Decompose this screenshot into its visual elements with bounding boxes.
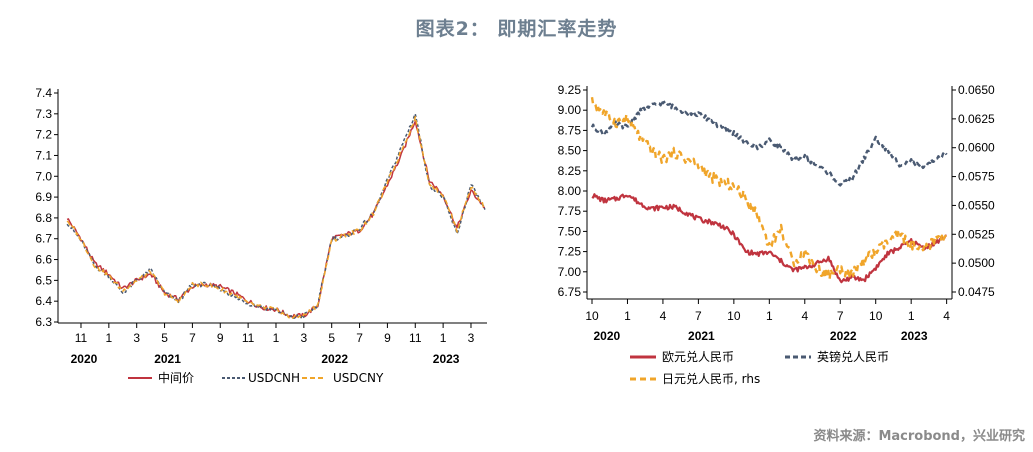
c1-ytick-label: 7.0 [35,169,52,183]
c2-y2tick-label: 0.0525 [958,227,995,241]
c2-ytick-label: 9.00 [558,103,582,117]
c2-xtick-label: 10 [869,309,883,323]
c1-ytick-label: 6.3 [35,315,52,329]
c1-xtick-label: 5 [328,331,335,345]
c1-xtick-label: 3 [133,331,140,345]
c2-xtick-label: 4 [660,309,667,323]
c2-xtick-label: 1 [766,309,773,323]
c1-xtick-label: 9 [384,331,391,345]
c2-series-line-1 [591,193,947,284]
c2-y2tick-label: 0.0550 [958,198,995,212]
c2-y2tick-label: 0.0500 [958,256,995,270]
c2-y2tick-label: 0.0600 [958,141,995,155]
c2-y2tick-label: 0.0575 [958,170,995,184]
c1-year-label: 2020 [71,352,98,366]
c1-legend-label: USDCNH [248,371,300,385]
c2-y2tick-label: 0.0625 [958,112,995,126]
c1-ytick-label: 6.6 [35,253,52,267]
c2-legend-label: 日元兑人民币, rhs [662,372,760,386]
c2-xtick-label: 1 [624,309,631,323]
c1-xtick-label: 1 [273,331,280,345]
c1-year-label: 2022 [321,352,348,366]
c1-xtick-label: 11 [242,331,255,345]
c2-xtick-label: 4 [801,309,808,323]
c1-ytick-label: 7.3 [35,107,52,121]
c1-xtick-label: 5 [161,331,168,345]
source-note: 资料来源：Macrobond，兴业研究 [813,429,1025,444]
c1-xtick-label: 1 [105,331,112,345]
c2-xtick-label: 7 [837,309,844,323]
c1-year-label: 2023 [433,352,460,366]
c1-xtick-label: 3 [300,331,307,345]
c2-ytick-label: 8.00 [558,184,582,198]
c2-ytick-label: 8.75 [558,123,582,137]
c2-xtick-label: 10 [727,309,741,323]
c1-xtick-label: 7 [356,331,363,345]
c2-y2tick-label: 0.0475 [958,285,995,299]
c2-ytick-label: 8.25 [558,164,582,178]
c2-ytick-label: 8.50 [558,144,582,158]
c2-xtick-label: 1 [908,309,915,323]
c1-ytick-label: 6.4 [35,294,52,308]
c2-year-label: 2022 [830,329,857,343]
c1-xtick-label: 7 [189,331,196,345]
c1-series-line-2 [66,113,486,319]
c2-ytick-label: 7.50 [558,224,582,238]
c1-ytick-label: 6.5 [35,273,52,287]
c1-xtick-label: 9 [217,331,224,345]
c1-xtick-label: 11 [75,331,88,345]
c1-ytick-label: 7.1 [35,148,52,162]
c2-legend-label: 英镑兑人民币 [817,349,889,364]
c1-xtick-label: 11 [409,331,422,345]
c2-y2tick-label: 0.0650 [958,83,995,97]
c2-xtick-label: 7 [695,309,702,323]
c2-year-label: 2021 [688,329,715,343]
c2-year-label: 2023 [901,329,928,343]
c2-legend-label: 欧元兑人民币 [662,350,734,364]
c1-series-line-3 [66,115,485,320]
c2-ytick-label: 7.00 [558,265,582,279]
c2-ytick-label: 7.75 [558,204,582,218]
c2-xtick-label: 10 [585,309,599,323]
c1-xtick-label: 3 [468,331,475,345]
c2-year-label: 2020 [593,329,620,343]
c1-ytick-label: 6.8 [35,211,52,225]
figure-title: 图表2： 即期汇率走势 [415,18,618,40]
c2-series-line-3 [590,97,948,281]
c1-legend-label: USDCNY [333,371,384,385]
c1-ytick-label: 7.2 [35,128,52,142]
c2-ytick-label: 6.75 [558,285,582,299]
c2-series-line-2 [590,99,948,187]
c2-xtick-label: 4 [943,309,950,323]
c1-year-label: 2021 [154,352,181,366]
c2-ytick-label: 9.25 [558,83,582,97]
c1-ytick-label: 7.4 [35,86,52,100]
c2-ytick-label: 7.25 [558,245,582,259]
c1-legend-label: 中间价 [158,370,194,385]
c1-ytick-label: 6.7 [35,232,52,246]
c1-xtick-label: 1 [440,331,447,345]
c1-ytick-label: 6.9 [35,190,52,204]
